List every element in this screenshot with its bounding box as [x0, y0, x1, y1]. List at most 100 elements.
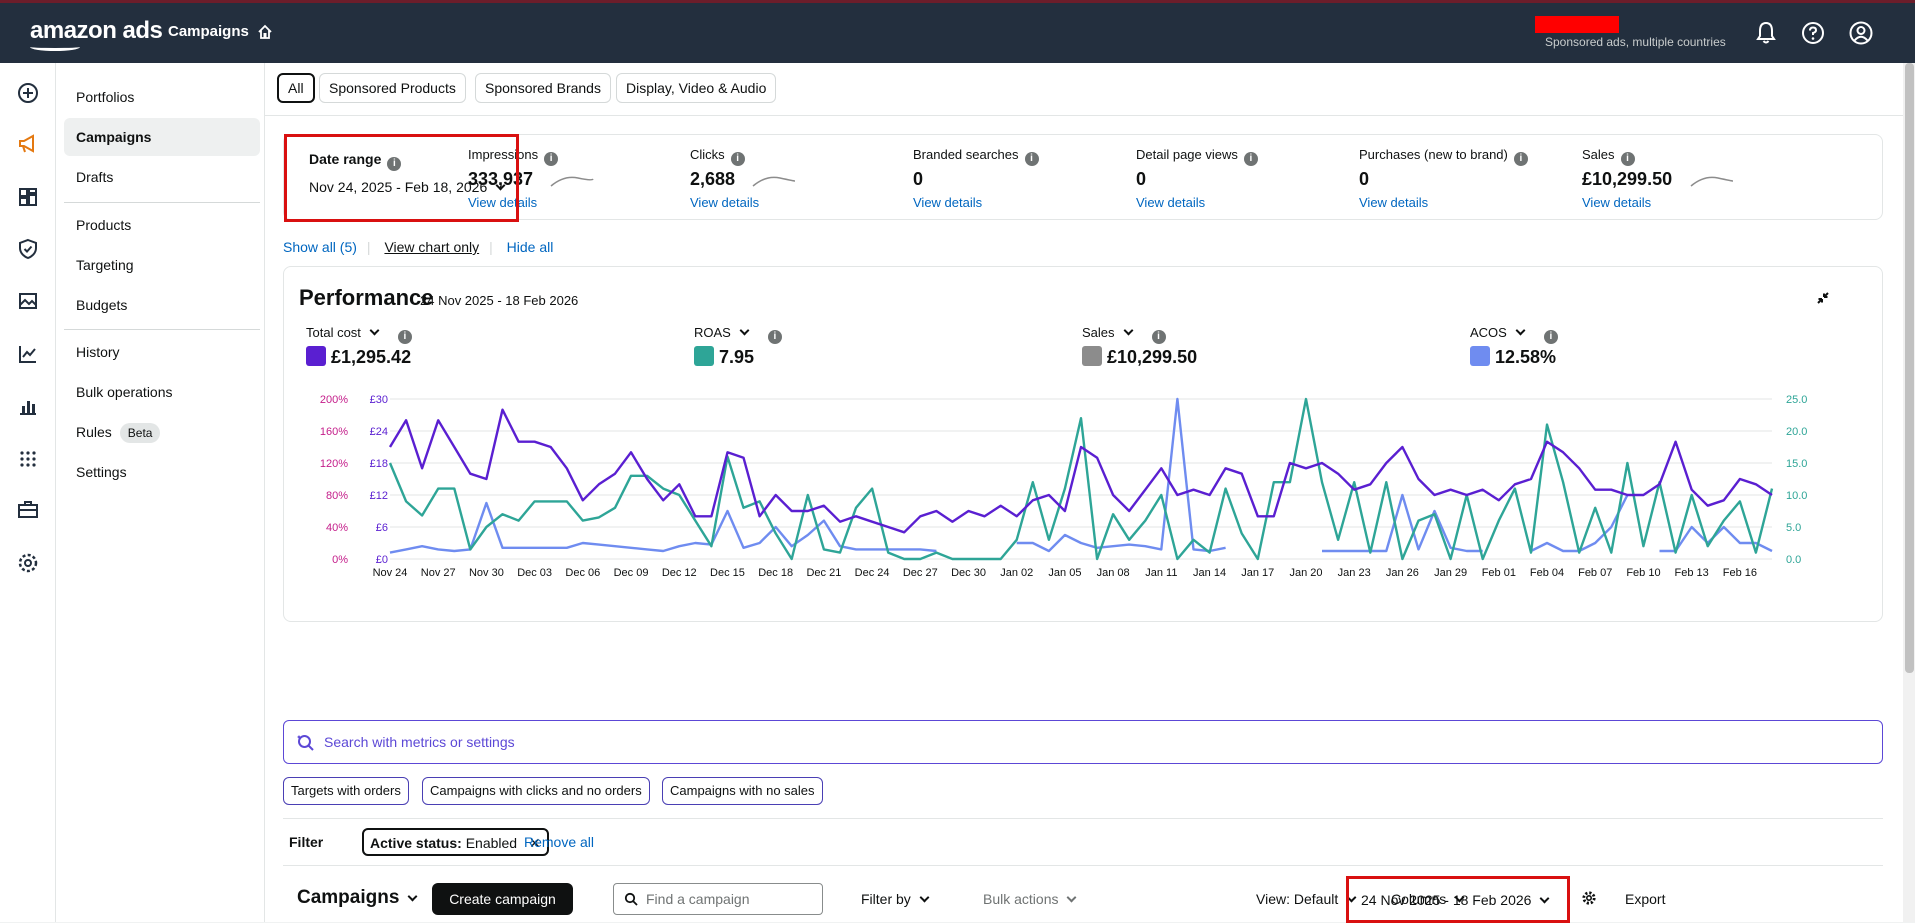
- create-campaign-button[interactable]: Create campaign: [432, 883, 573, 915]
- kpi-clicks[interactable]: Clicks i 2,688 View details: [690, 135, 890, 221]
- filter-by-dropdown[interactable]: Filter by: [861, 891, 930, 907]
- chip-campaigns-no-sales[interactable]: Campaigns with no sales: [662, 777, 823, 805]
- metric-total-cost[interactable]: Total cost i £1,295.42: [298, 325, 598, 375]
- sidebar-item-budgets[interactable]: Budgets: [76, 297, 128, 313]
- briefcase-icon[interactable]: [16, 498, 40, 522]
- page-scrollbar[interactable]: [1903, 63, 1915, 922]
- view-details-link[interactable]: View details: [690, 195, 760, 210]
- view-details-link[interactable]: View details: [913, 195, 983, 210]
- clicks-sparkline: [752, 176, 796, 187]
- bulk-actions-dropdown[interactable]: Bulk actions: [983, 891, 1077, 907]
- info-icon[interactable]: i: [1024, 152, 1039, 166]
- tab-sponsored-products[interactable]: Sponsored Products: [319, 73, 466, 103]
- view-details-link[interactable]: View details: [1136, 195, 1206, 210]
- metrics-search-input[interactable]: Search with metrics or settings: [283, 720, 1883, 764]
- performance-chart[interactable]: 0% £0 0.0 40% £6 5.0 80% £12 10.0 120% £18 15.0 160%…: [284, 377, 1884, 607]
- help-icon[interactable]: [1799, 19, 1827, 47]
- kpi-label: Detail page views: [1136, 147, 1238, 162]
- home-icon[interactable]: [256, 23, 274, 46]
- image-gallery-icon[interactable]: [16, 289, 40, 313]
- dashboard-icon[interactable]: [16, 185, 40, 209]
- apps-grid-icon[interactable]: [16, 447, 40, 471]
- kpi-detail-page-views[interactable]: Detail page views i 0 View details: [1136, 135, 1336, 221]
- user-account-icon[interactable]: [1847, 19, 1875, 47]
- sidebar-item-campaigns[interactable]: Campaigns: [64, 118, 260, 156]
- show-all-link[interactable]: Show all (5): [283, 239, 357, 255]
- view-details-link[interactable]: View details: [468, 195, 538, 210]
- tab-all[interactable]: All: [277, 73, 315, 103]
- bell-icon[interactable]: [1752, 19, 1780, 47]
- tab-display-video-audio[interactable]: Display, Video & Audio: [616, 73, 777, 103]
- campaigns-toolbar: Campaigns Create campaign Find a campaig…: [283, 875, 1883, 923]
- metric-sales[interactable]: Sales i £10,299.50: [1074, 325, 1374, 375]
- hide-all-link[interactable]: Hide all: [506, 239, 554, 255]
- metric-acos[interactable]: ACOS i 12.58%: [1462, 325, 1762, 375]
- sidebar-item-settings[interactable]: Settings: [76, 464, 127, 480]
- campaigns-dropdown[interactable]: Campaigns: [297, 887, 418, 909]
- add-circle-icon[interactable]: [16, 81, 40, 105]
- sidebar-item-targeting[interactable]: Targeting: [76, 257, 134, 273]
- sidebar-item-portfolios[interactable]: Portfolios: [76, 89, 135, 105]
- megaphone-campaigns-icon[interactable]: [16, 132, 40, 156]
- sidebar-item-bulk-operations[interactable]: Bulk operations: [76, 384, 173, 400]
- metric-roas[interactable]: ROAS i 7.95: [686, 325, 986, 375]
- view-dropdown[interactable]: View: Default: [1256, 891, 1357, 907]
- info-icon[interactable]: i: [1243, 152, 1258, 166]
- chevron-down-icon[interactable]: [1123, 325, 1133, 336]
- separator: |: [489, 239, 493, 255]
- amazon-ads-logo[interactable]: amazon ads: [30, 17, 163, 44]
- info-icon[interactable]: i: [1513, 152, 1528, 166]
- view-details-link[interactable]: View details: [1359, 195, 1429, 210]
- collapse-icon[interactable]: [1814, 289, 1832, 307]
- info-icon[interactable]: i: [1543, 330, 1558, 344]
- x-tick-label: Dec 03: [517, 567, 552, 579]
- shield-icon[interactable]: [16, 237, 40, 261]
- beta-badge: Beta: [119, 423, 161, 444]
- info-icon[interactable]: i: [397, 330, 412, 344]
- y-tick-roas: 0.0: [1786, 554, 1801, 566]
- y-tick-acos: 200%: [320, 394, 348, 406]
- columns-dropdown[interactable]: Columns: [1391, 891, 1465, 907]
- sidebar-item-products[interactable]: Products: [76, 217, 132, 233]
- remove-all-link[interactable]: Remove all: [524, 834, 595, 850]
- series-line-total-cost: [388, 408, 1773, 534]
- kpi-summary-card: Impressions i 333,937 View details Clicks…: [283, 134, 1883, 220]
- show-row: Show all (5) | View chart only | Hide all: [283, 239, 563, 255]
- date-range-selector[interactable]: Date range i Nov 24, 2025 - Feb 18, 2026: [284, 134, 519, 222]
- top-bar: amazon ads Campaigns Sponsored ads, mult…: [0, 0, 1915, 63]
- chevron-down-icon[interactable]: [1515, 325, 1526, 336]
- kpi-branded-searches[interactable]: Branded searches i 0 View details: [913, 135, 1113, 221]
- settings-gear-icon[interactable]: [1581, 890, 1597, 911]
- metric-label: Total cost: [306, 325, 361, 340]
- view-details-link[interactable]: View details: [1582, 195, 1652, 210]
- info-icon[interactable]: i: [1151, 330, 1166, 344]
- sidebar-item-rules[interactable]: Rules Beta: [64, 413, 260, 451]
- sidebar-item-drafts[interactable]: Drafts: [76, 169, 114, 185]
- chip-targets-with-orders[interactable]: Targets with orders: [283, 777, 409, 805]
- kpi-purchases-new-to-brand[interactable]: Purchases (new to brand) i 0 View details: [1359, 135, 1559, 221]
- info-icon[interactable]: i: [1620, 152, 1635, 166]
- chevron-down-icon[interactable]: [369, 325, 380, 336]
- close-icon[interactable]: ✕: [528, 835, 541, 851]
- chip-campaigns-clicks-no-orders[interactable]: Campaigns with clicks and no orders: [422, 777, 650, 805]
- info-icon[interactable]: i: [730, 152, 745, 166]
- tab-sponsored-brands[interactable]: Sponsored Brands: [475, 73, 611, 103]
- top-nav-title[interactable]: Campaigns: [168, 23, 249, 40]
- find-campaign-input[interactable]: Find a campaign: [613, 883, 823, 915]
- trend-line-icon[interactable]: [16, 342, 40, 366]
- export-button[interactable]: Export: [1625, 891, 1666, 907]
- info-icon[interactable]: i: [544, 152, 559, 166]
- account-subtitle[interactable]: Sponsored ads, multiple countries: [1545, 35, 1726, 49]
- active-status-filter-chip[interactable]: Active status: Enabled ✕: [362, 828, 549, 856]
- bar-chart-icon[interactable]: [16, 394, 40, 418]
- kpi-label: Purchases (new to brand): [1359, 147, 1508, 162]
- view-chart-only-link[interactable]: View chart only: [384, 239, 480, 255]
- info-icon[interactable]: i: [387, 157, 402, 171]
- settings-gear-icon[interactable]: [16, 551, 40, 575]
- kpi-sales[interactable]: Sales i £10,299.50 View details: [1582, 135, 1782, 221]
- info-icon[interactable]: i: [767, 330, 782, 344]
- chevron-down-icon[interactable]: [739, 325, 750, 336]
- table-date-range-button[interactable]: 24 Nov 2025 - 18 Feb 2026: [1346, 876, 1570, 923]
- scrollbar-thumb[interactable]: [1905, 63, 1914, 673]
- sidebar-item-history[interactable]: History: [76, 344, 120, 360]
